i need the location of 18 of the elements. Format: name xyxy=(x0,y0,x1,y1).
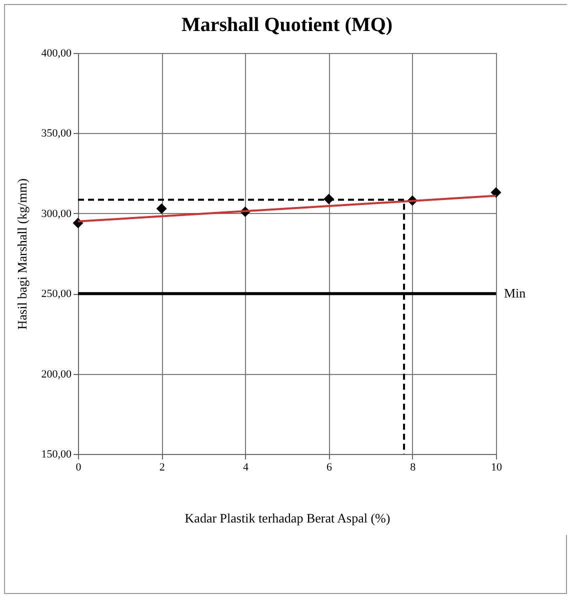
x-tick-label: 0 xyxy=(76,462,82,474)
chart-title: Marshall Quotient (MQ) xyxy=(181,14,393,36)
y-tick-label: 250,00 xyxy=(41,288,72,300)
point xyxy=(156,203,167,214)
y-tick-label: 200,00 xyxy=(41,368,72,380)
y-tick-label: 300,00 xyxy=(41,208,72,220)
ref-line-label: Min xyxy=(504,286,526,301)
x-tick-label: 10 xyxy=(491,462,502,474)
x-tick-label: 6 xyxy=(326,462,333,474)
point xyxy=(490,187,502,198)
x-axis-title: Kadar Plastik terhadap Berat Aspal (%) xyxy=(184,510,390,526)
y-axis-title: Hasil bagi Marshall (kg/mm) xyxy=(14,178,30,330)
x-tick-label: 8 xyxy=(410,462,416,474)
x-tick-label: 2 xyxy=(159,462,165,474)
x-tick-label: 4 xyxy=(242,462,249,474)
y-tick-label: 150,00 xyxy=(41,448,72,460)
y-tick-label: 400,00 xyxy=(41,48,72,60)
y-tick-label: 350,00 xyxy=(41,128,72,140)
